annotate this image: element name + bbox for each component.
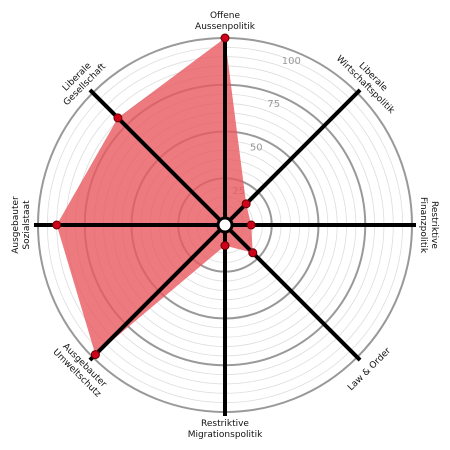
axis-label-line: Restriktive [201, 419, 249, 429]
axis-label-line: Sozialstaat [22, 200, 32, 250]
point [241, 199, 251, 209]
point [90, 350, 100, 360]
axis-label-line: Aussenpolitik [195, 22, 256, 32]
axis-label-line: Migrationspolitik [188, 430, 263, 440]
point [52, 220, 62, 230]
axis-line [88, 223, 227, 362]
area [56, 38, 253, 355]
axis-label-line: Offene [210, 11, 241, 21]
axis-label-line: Finanzpolitik [418, 197, 428, 254]
axis-line [223, 223, 362, 362]
tick-label: 50 [250, 143, 263, 154]
point [220, 33, 230, 43]
tick-label: 75 [267, 99, 280, 110]
axis-label: Ausgebauter Sozialstaat [11, 196, 32, 254]
axis-label-line: Restriktive [429, 201, 439, 249]
point [220, 241, 230, 251]
tick-label: 100 [282, 56, 301, 67]
point [248, 248, 258, 258]
center-hole [216, 216, 234, 234]
axis-label-line: Ausgebauter [11, 196, 21, 254]
axis-line [88, 88, 227, 227]
point [246, 220, 256, 230]
point [113, 113, 123, 123]
